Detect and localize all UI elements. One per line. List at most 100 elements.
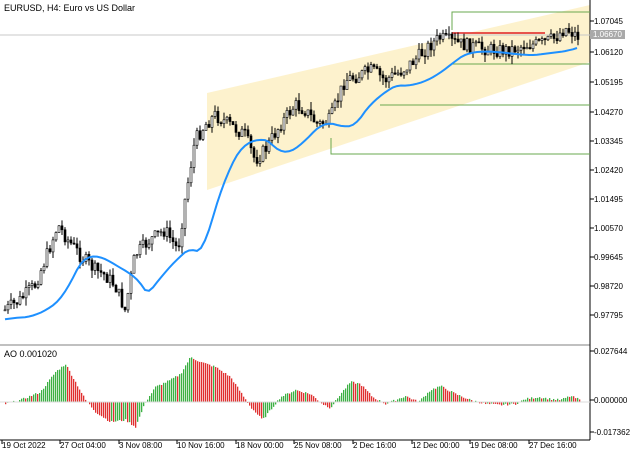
ao-bar <box>573 396 575 402</box>
ao-bar <box>433 388 435 402</box>
ao-bar <box>297 390 299 402</box>
candle-body <box>225 116 229 121</box>
candle-body <box>216 110 220 124</box>
ao-bar <box>113 402 115 422</box>
ao-bar <box>193 358 195 402</box>
ao-bar <box>85 399 87 402</box>
level-top[interactable] <box>451 11 590 30</box>
candle-body <box>522 46 526 50</box>
candle-body <box>234 124 238 133</box>
price-label: 1.01495 <box>594 195 623 204</box>
candle-body <box>195 130 199 146</box>
ao-bar <box>119 402 121 421</box>
candle-body <box>315 121 319 124</box>
ao-bar <box>241 392 243 402</box>
ao-bar <box>377 400 379 402</box>
ao-bar <box>463 397 465 402</box>
ao-bar <box>429 391 431 402</box>
ao-bar <box>97 402 99 415</box>
candle-body <box>246 129 250 137</box>
ao-bar <box>47 381 49 402</box>
ao-bar <box>209 364 211 402</box>
candle-body <box>159 231 163 234</box>
ao-bar <box>489 402 491 405</box>
ao-bar <box>465 398 467 402</box>
ao-bar <box>517 402 519 404</box>
candle-body <box>66 239 70 243</box>
ao-bar <box>235 383 237 402</box>
candle-body <box>351 75 355 80</box>
candle-body <box>525 47 529 50</box>
ao-bar <box>557 398 559 402</box>
candle-body <box>468 38 472 54</box>
candle-body <box>60 225 64 231</box>
ao-bar <box>373 397 375 402</box>
candle-body <box>126 293 130 311</box>
ao-bar <box>485 402 487 405</box>
ao-bar <box>187 362 189 402</box>
candle-body <box>162 231 166 237</box>
ao-bar <box>415 399 417 402</box>
ao-bar <box>153 389 155 402</box>
candle-body <box>336 100 340 103</box>
ao-bar <box>503 402 505 405</box>
candle-body <box>192 144 196 168</box>
time-label: 18 Nov 00:00 <box>236 441 284 450</box>
ao-bar <box>93 402 95 411</box>
ao-bar <box>375 399 377 402</box>
ao-bar <box>25 398 27 402</box>
ao-bar <box>395 400 397 402</box>
ao-bar <box>115 402 117 422</box>
candles-group[interactable] <box>3 23 580 314</box>
ao-bar <box>353 381 355 402</box>
candle-body <box>426 42 430 57</box>
candle-body <box>429 42 433 51</box>
ao-bar <box>423 396 425 402</box>
candle-body <box>555 38 559 42</box>
candle-body <box>570 32 574 37</box>
ao-bar <box>157 385 159 402</box>
candle-body <box>69 239 73 244</box>
ao-bar <box>421 398 423 402</box>
candle-body <box>432 40 436 51</box>
ao-bar <box>445 388 447 402</box>
moving-average-line[interactable] <box>4 47 578 321</box>
ao-bar <box>173 377 175 402</box>
candle-body <box>33 283 37 288</box>
level-3[interactable] <box>330 138 590 155</box>
ao-bar <box>279 399 281 402</box>
candle-body <box>441 32 445 40</box>
candle-body <box>327 113 331 125</box>
candle-body <box>417 48 421 60</box>
ao-bar <box>79 389 81 402</box>
candle-body <box>489 43 493 52</box>
candle-body <box>549 33 553 37</box>
candle-body <box>18 295 22 305</box>
ao-bar <box>159 384 161 402</box>
current-price-label: 1.06670 <box>590 30 625 39</box>
ao-bar <box>169 380 171 402</box>
candle-body <box>228 116 232 122</box>
ao-axis-label: 0.000000 <box>594 396 628 405</box>
ao-bar <box>259 402 261 416</box>
candle-body <box>264 145 268 152</box>
time-label: 2 Dec 16:00 <box>353 441 397 450</box>
candle-body <box>75 243 79 249</box>
ao-bar <box>135 402 137 428</box>
ao-bar <box>419 400 421 402</box>
ao-bar <box>41 390 43 402</box>
ao-histogram[interactable] <box>5 357 581 428</box>
ao-bar <box>165 382 167 402</box>
ao-bar <box>545 397 547 402</box>
candle-body <box>456 38 460 43</box>
candle-body <box>285 110 289 118</box>
ao-bar <box>361 385 363 402</box>
ao-bar <box>539 397 541 402</box>
ao-bar <box>399 398 401 402</box>
candle-body <box>435 35 439 42</box>
ao-bar <box>393 399 395 402</box>
ao-bar <box>401 398 403 402</box>
ao-bar <box>101 402 103 417</box>
